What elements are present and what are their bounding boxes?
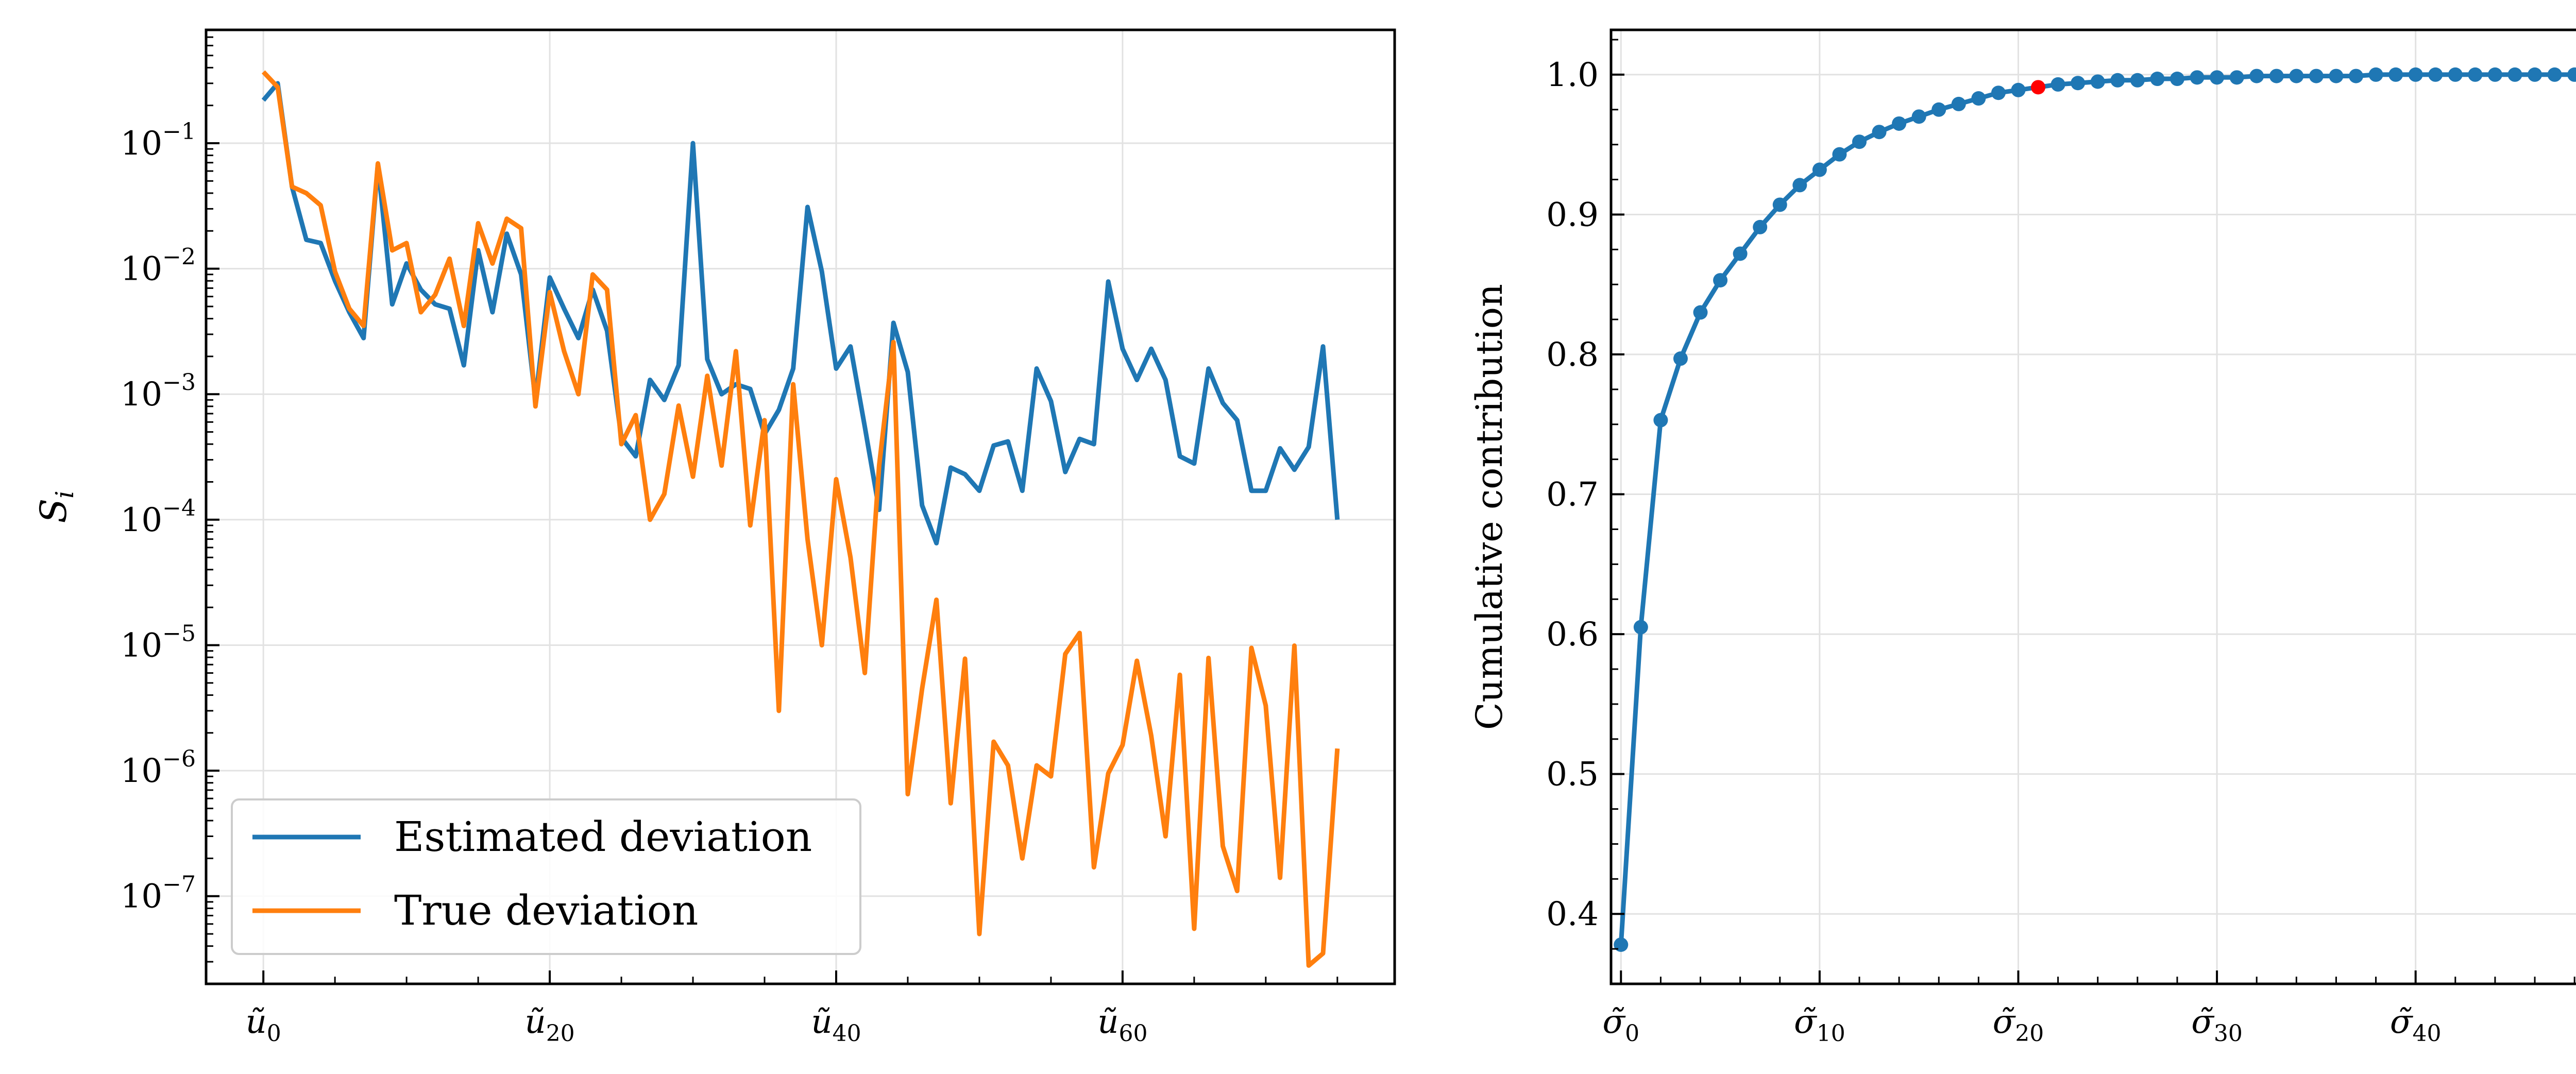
right-data-point xyxy=(2329,69,2344,83)
right-data-point xyxy=(2071,76,2086,91)
right-data-point xyxy=(2170,72,2184,87)
right-data-point xyxy=(1653,413,1668,428)
right-y-tick-label: 0.5 xyxy=(1546,756,1599,794)
right-data-point xyxy=(2050,77,2065,92)
right-data-point xyxy=(2249,69,2264,83)
right-data-point xyxy=(2567,67,2576,82)
right-data-point xyxy=(1772,197,1787,212)
left-y-tick-label: 10−6 xyxy=(121,746,196,790)
right-x-tick-label: σ̃10 xyxy=(1794,1003,1845,1047)
right-data-point xyxy=(2090,74,2105,89)
right-data-point xyxy=(1931,102,1946,117)
right-x-tick-label: σ̃20 xyxy=(1993,1003,2044,1047)
right-axes-frame xyxy=(1609,28,2576,985)
right-y-tick-label: 0.7 xyxy=(1546,476,1599,514)
left-ticks: ũ0 ũ20 ũ40 ũ60 10−7 10−6 10−5 10−4 10−3 10−2 10−1 xyxy=(121,29,1338,1047)
left-x-tick-label: ũ40 xyxy=(811,1003,861,1047)
right-data-point xyxy=(1892,116,1907,131)
right-data-point xyxy=(1633,620,1648,635)
left-y-axis-label: Si xyxy=(32,490,79,523)
left-y-tick-label: 10−1 xyxy=(121,118,196,163)
right-data-point xyxy=(2487,67,2502,82)
right-data-point xyxy=(2528,67,2543,82)
right-data-point xyxy=(1812,162,1827,177)
right-x-tick-label: σ̃0 xyxy=(1602,1003,1639,1047)
right-data-point xyxy=(1733,246,1748,261)
left-y-tick-label: 10−7 xyxy=(121,872,196,916)
left-x-tick-label: ũ20 xyxy=(524,1003,574,1047)
right-data-point xyxy=(1614,937,1629,952)
right-data-point xyxy=(1673,351,1688,366)
right-data-point xyxy=(1971,91,1986,106)
right-data-point xyxy=(2229,70,2244,85)
right-data-point xyxy=(2468,67,2483,82)
right-data-point xyxy=(2011,82,2026,97)
right-x-tick-label: σ̃30 xyxy=(2191,1003,2243,1047)
left-y-tick-label: 10−5 xyxy=(121,620,196,664)
right-data-point xyxy=(1713,273,1728,288)
right-highlight-point xyxy=(2031,80,2046,95)
legend-label-estimated: Estimated deviation xyxy=(394,813,812,861)
left-y-tick-label: 10−4 xyxy=(121,495,196,539)
right-data-point xyxy=(2269,69,2284,83)
right-y-tick-label: 0.4 xyxy=(1546,895,1599,933)
legend: Estimated deviation True deviation xyxy=(231,798,861,955)
right-y-axis-label: Cumulative contribution xyxy=(1468,284,1511,730)
left-chart-sensitivity: ũ0 ũ20 ũ40 ũ6010−710−610−510−410−310−210−1 … xyxy=(32,28,1396,1047)
right-data-point xyxy=(1832,147,1847,162)
right-data-point xyxy=(1693,305,1708,320)
right-data-point xyxy=(2388,67,2403,82)
right-data-point xyxy=(2428,67,2443,82)
right-y-tick-label: 0.8 xyxy=(1546,336,1599,374)
right-data-point xyxy=(2289,69,2304,83)
right-ticks: σ̃0 σ̃10 σ̃20 σ̃30 σ̃40 0.4 0.5 0.6 0.7 0.8 0.9 1.0 xyxy=(1546,39,2575,1047)
right-data-point xyxy=(1753,219,1768,234)
left-series-estimated-line xyxy=(261,81,1340,545)
right-y-tick-label: 1.0 xyxy=(1546,56,1599,94)
right-data-point xyxy=(2190,70,2205,85)
legend-label-true: True deviation xyxy=(394,887,698,934)
right-data-point xyxy=(1792,178,1807,193)
right-x-tick-label: σ̃40 xyxy=(2390,1003,2442,1047)
right-chart-cumulative: σ̃0 σ̃10 σ̃20 σ̃30 σ̃40 0.4 0.5 0.6 0.7 0.8 0.9 1.0… xyxy=(1468,28,2576,1047)
right-data-point xyxy=(2368,67,2383,82)
right-data-point xyxy=(2349,69,2363,83)
left-x-tick-label: ũ0 xyxy=(246,1003,281,1047)
right-grid xyxy=(1611,30,2576,984)
right-data-point xyxy=(2150,72,2165,87)
legend-box xyxy=(231,798,861,955)
left-axes-frame xyxy=(205,28,1396,985)
right-data-point xyxy=(1951,96,1966,111)
right-data-point xyxy=(1872,125,1887,140)
left-series xyxy=(261,70,1340,968)
right-series-line xyxy=(1618,72,2576,945)
right-data-point xyxy=(1911,109,1926,124)
right-data-point xyxy=(2408,67,2423,82)
right-data-point xyxy=(2110,73,2125,88)
right-y-tick-label: 0.6 xyxy=(1546,616,1599,654)
right-data-point xyxy=(2130,73,2145,88)
right-series xyxy=(1614,67,2576,952)
right-data-point xyxy=(2507,67,2522,82)
right-data-point xyxy=(1991,86,2006,100)
left-y-tick-label: 10−3 xyxy=(121,369,196,414)
right-data-point xyxy=(2547,67,2562,82)
right-data-point xyxy=(2210,70,2225,85)
right-data-point xyxy=(2309,69,2324,83)
right-data-point xyxy=(1852,134,1867,149)
right-data-point xyxy=(2448,67,2463,82)
right-y-tick-label: 0.9 xyxy=(1546,196,1599,234)
left-y-tick-label: 10−2 xyxy=(121,244,196,288)
left-series-true-line xyxy=(261,70,1340,968)
left-x-tick-label: ũ60 xyxy=(1097,1003,1147,1047)
